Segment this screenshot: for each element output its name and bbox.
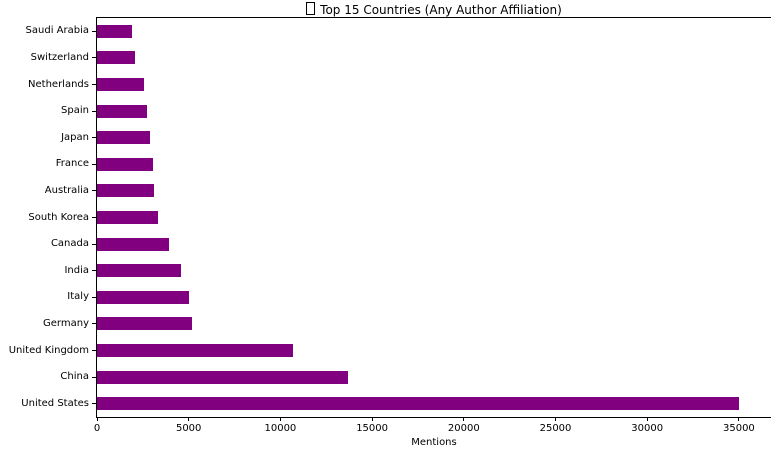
bar-united-states [97,397,739,411]
y-tick-label: Germany [43,317,89,329]
y-tick-mark [92,57,96,59]
bar-france [97,157,153,171]
y-tick-mark [92,163,96,165]
bar-india [97,264,182,278]
y-tick-label: Canada [50,238,89,250]
y-tick-label: Australia [44,184,89,196]
bar-italy [97,290,189,304]
x-tick-label: 0 [93,423,101,434]
y-tick-mark [92,403,96,405]
x-tick-label: 10000 [264,423,297,434]
x-tick-mark [96,417,98,421]
x-tick-label: 5000 [175,423,202,434]
x-tick-label: 20000 [447,423,480,434]
x-tick-label: 25000 [539,423,572,434]
y-tick-mark [92,376,96,378]
bar-netherlands [97,78,144,91]
x-tick-mark [463,417,465,421]
y-tick-label: United States [21,397,89,409]
y-tick-mark [92,30,96,32]
bar-japan [97,131,151,145]
x-tick-label: 15000 [356,423,388,434]
y-tick-label: Saudi Arabia [25,25,89,37]
missing-glyph-icon [306,2,316,15]
bar-saudi-arabia [97,24,132,38]
plot-area: Saudi Arabia Switzerland Netherlands Spain J… [9,17,771,434]
chart-title: Top 15 Countries (Any Author Affiliation… [96,2,771,17]
bar-south-korea [97,211,158,224]
bar-china [97,370,349,384]
x-tick-mark [279,417,281,421]
y-tick-mark [92,323,96,325]
y-tick-mark [92,190,96,192]
y-tick-mark [92,110,96,112]
y-tick-label: South Korea [28,211,89,223]
bar-spain [97,104,148,118]
bar-germany [97,317,193,331]
x-tick-mark [371,417,373,421]
bar-switzerland [97,51,135,65]
y-tick-label: Spain [61,105,89,117]
bar-australia [97,184,154,198]
x-tick-mark [646,417,648,421]
x-tick-mark [555,417,556,421]
y-tick-label: United Kingdom [8,344,89,356]
y-tick-mark [92,350,96,351]
x-axis-label: Mentions [411,437,457,448]
y-tick-label: China [60,371,89,383]
y-tick-mark [92,243,96,245]
y-tick-mark [92,84,96,85]
y-tick-label: Switzerland [30,51,89,63]
x-tick-mark [188,417,190,421]
chart-title-text: Top 15 Countries (Any Author Affiliation… [320,3,562,17]
y-tick-label: Italy [67,291,89,303]
y-tick-mark [92,296,96,298]
y-tick-label: Netherlands [28,78,89,90]
y-tick-label: Japan [61,131,89,143]
bar-united-kingdom [97,344,294,357]
y-tick-label: India [64,264,89,276]
x-tick-label: 35000 [722,423,755,434]
x-tick-mark [738,417,740,421]
bar-canada [97,237,169,251]
x-tick-label: 30000 [631,423,664,434]
y-tick-mark [92,137,96,139]
y-tick-label: France [55,158,89,170]
y-tick-mark [92,217,96,218]
y-tick-mark [92,270,96,272]
